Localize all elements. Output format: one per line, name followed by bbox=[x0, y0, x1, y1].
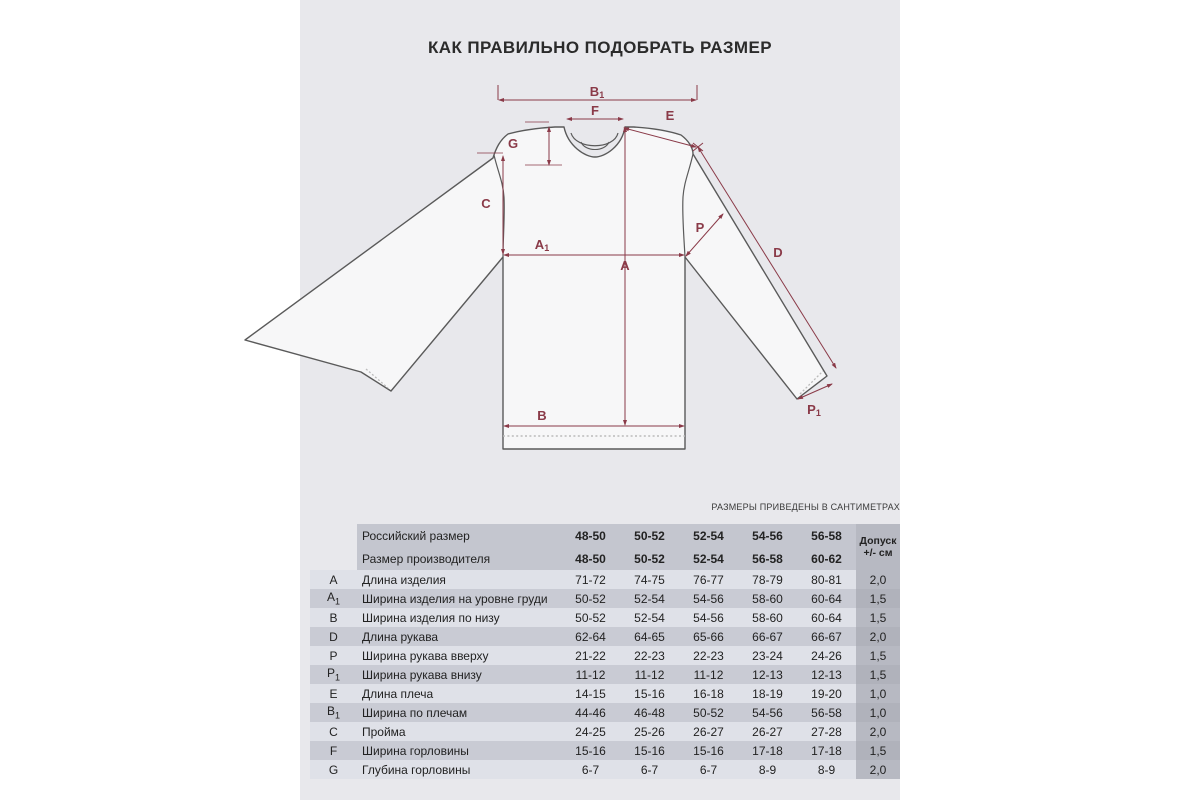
svg-text:B1: B1 bbox=[590, 84, 604, 100]
svg-text:P: P bbox=[696, 220, 705, 235]
svg-text:A: A bbox=[620, 258, 630, 273]
svg-text:P1: P1 bbox=[807, 402, 821, 418]
svg-text:E: E bbox=[666, 108, 675, 123]
svg-text:B: B bbox=[537, 408, 546, 423]
svg-text:C: C bbox=[481, 196, 491, 211]
svg-text:F: F bbox=[591, 103, 599, 118]
svg-text:G: G bbox=[508, 136, 518, 151]
svg-text:D: D bbox=[773, 245, 782, 260]
